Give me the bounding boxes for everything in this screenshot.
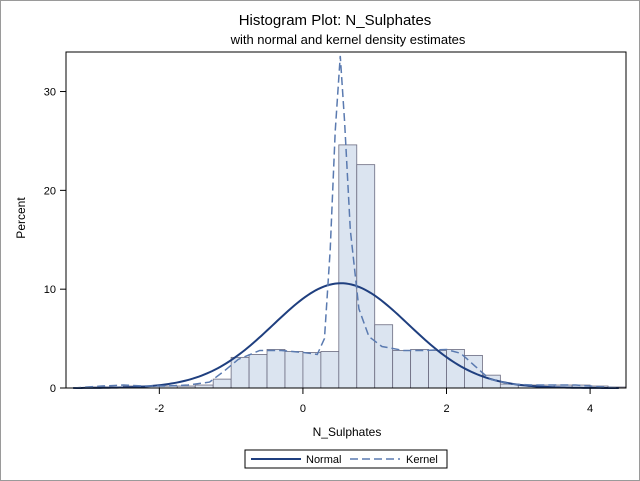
legend: Normal Kernel <box>244 449 448 469</box>
y-axis-label: Percent <box>14 197 28 239</box>
histogram-bar <box>302 352 322 389</box>
histogram-bar <box>248 353 268 389</box>
y-tick-label: 20 <box>44 185 56 197</box>
legend-kernel-label: Kernel <box>406 454 438 466</box>
histogram-bar <box>266 349 286 389</box>
y-tick-label: 0 <box>50 383 56 395</box>
x-tick-label: 0 <box>300 403 306 415</box>
x-axis-label: N_Sulphates <box>313 425 382 439</box>
chart-title: Histogram Plot: N_Sulphates <box>239 12 432 29</box>
histogram-bar <box>320 351 340 389</box>
normal-density-curve <box>73 282 619 389</box>
legend-box <box>244 449 448 469</box>
histogram-bar <box>410 349 429 389</box>
chart-subtitle: with normal and kernel density estimates <box>230 32 466 47</box>
legend-normal-label: Normal <box>306 454 341 466</box>
x-tick-label: -2 <box>154 403 164 415</box>
plot-area-frame <box>65 51 627 389</box>
histogram-bar <box>284 351 304 389</box>
histogram-bar <box>374 324 394 389</box>
histogram-bar <box>212 378 232 389</box>
kernel-density-curve <box>73 55 619 389</box>
y-tick-label: 10 <box>44 284 56 296</box>
x-axis-ticks: -2 0 2 4 <box>154 388 593 415</box>
x-tick-label: 2 <box>443 403 449 415</box>
histogram-bar <box>230 356 250 389</box>
x-tick-label: 4 <box>587 403 593 415</box>
histogram-bar <box>392 350 412 389</box>
y-tick-label: 30 <box>44 87 56 99</box>
histogram-bar <box>356 164 376 389</box>
histogram-bar <box>446 349 465 389</box>
y-axis-ticks: 0 10 20 30 <box>44 87 66 395</box>
histogram-bar <box>338 144 358 389</box>
